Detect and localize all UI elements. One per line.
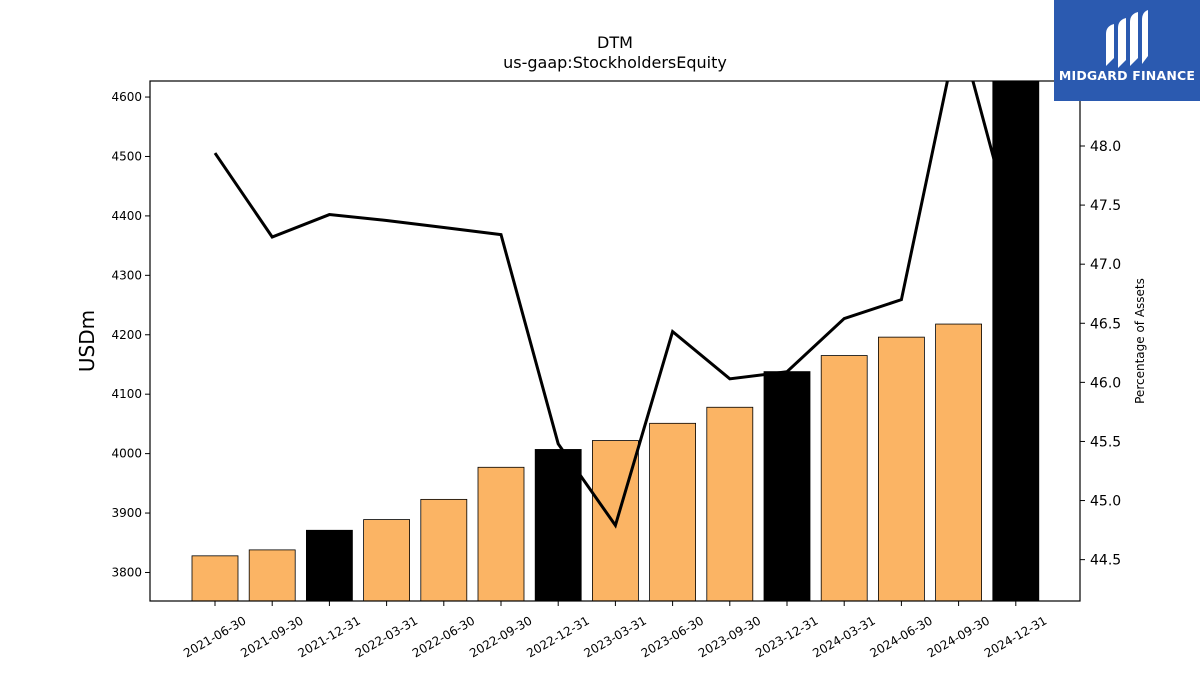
bar-2024-09-30: [935, 323, 982, 602]
chart-subtitle: us-gaap:StockholdersEquity: [503, 53, 727, 72]
y2-tick-label: 47.5: [1090, 198, 1121, 214]
bar-2024-12-31: [992, 80, 1040, 602]
x-tick-label: 2023-09-30: [696, 613, 763, 660]
y-axis-label: USDm: [75, 310, 99, 372]
x-tick-label: 2023-06-30: [639, 613, 706, 660]
bar-2023-09-30: [706, 406, 754, 602]
y2-tick-label: 46.5: [1090, 316, 1121, 332]
line-layer: [213, 81, 1018, 529]
logo-text: MIDGARD FINANCE: [1058, 68, 1196, 83]
y2-tick-label: 46.0: [1090, 375, 1121, 391]
x-tick-label: 2022-09-30: [467, 613, 534, 660]
y-tick-label: 4000: [111, 447, 142, 461]
y-tick-label: 4400: [111, 209, 142, 223]
y2-tick-label: 48.0: [1090, 139, 1121, 155]
y-tick-label: 4100: [111, 387, 142, 401]
bar-2023-06-30: [649, 422, 696, 602]
x-tick-label: 2022-03-31: [353, 613, 420, 660]
y-tick-label: 4200: [111, 328, 142, 342]
bar-2023-03-31: [592, 440, 639, 602]
y-tick-label: 4600: [111, 90, 142, 104]
x-tick-label: 2023-03-31: [581, 613, 648, 660]
chart-title: DTM: [597, 33, 633, 52]
y2-tick-label: 47.0: [1090, 257, 1121, 273]
bars-layer: [191, 80, 1040, 602]
y2-axis-label: Percentage of Assets: [1133, 278, 1147, 404]
y2-tick-label: 45.0: [1090, 494, 1121, 510]
percentage-of-assets-line: [213, 81, 1018, 529]
x-tick-label: 2024-09-30: [925, 613, 992, 660]
bar-2024-03-31: [820, 355, 868, 602]
x-tick-label: 2021-12-31: [295, 613, 362, 660]
logo-mark-icon: [1106, 10, 1148, 68]
x-tick-label: 2024-03-31: [810, 613, 877, 660]
bar-2023-12-31: [763, 371, 811, 602]
x-tick-label: 2024-12-31: [982, 613, 1049, 660]
bar-2021-06-30: [191, 555, 239, 602]
bar-2024-06-30: [878, 336, 925, 602]
x-tick-label: 2022-12-31: [524, 613, 591, 660]
x-tick-label: 2022-06-30: [410, 613, 477, 660]
bar-2022-12-31: [534, 449, 582, 602]
x-tick-label: 2021-09-30: [238, 613, 305, 660]
x-tick-label: 2023-12-31: [753, 613, 820, 660]
x-tick-label: 2024-06-30: [867, 613, 934, 660]
y-tick-label: 4300: [111, 268, 142, 282]
bar-2022-03-31: [363, 519, 411, 602]
x-tick-label: 2021-06-30: [181, 613, 248, 660]
y-tick-label: 3800: [111, 565, 142, 579]
y2-tick-label: 45.5: [1090, 434, 1121, 450]
bar-2022-09-30: [477, 466, 525, 602]
bar-2021-09-30: [248, 549, 296, 602]
y2-tick-label: 44.5: [1090, 553, 1121, 569]
midgard-finance-logo: MIDGARD FINANCE: [1054, 0, 1200, 101]
bar-2021-12-31: [305, 529, 353, 602]
bar-2022-06-30: [420, 498, 468, 602]
y-tick-label: 3900: [111, 506, 142, 520]
y-tick-label: 4500: [111, 149, 142, 163]
